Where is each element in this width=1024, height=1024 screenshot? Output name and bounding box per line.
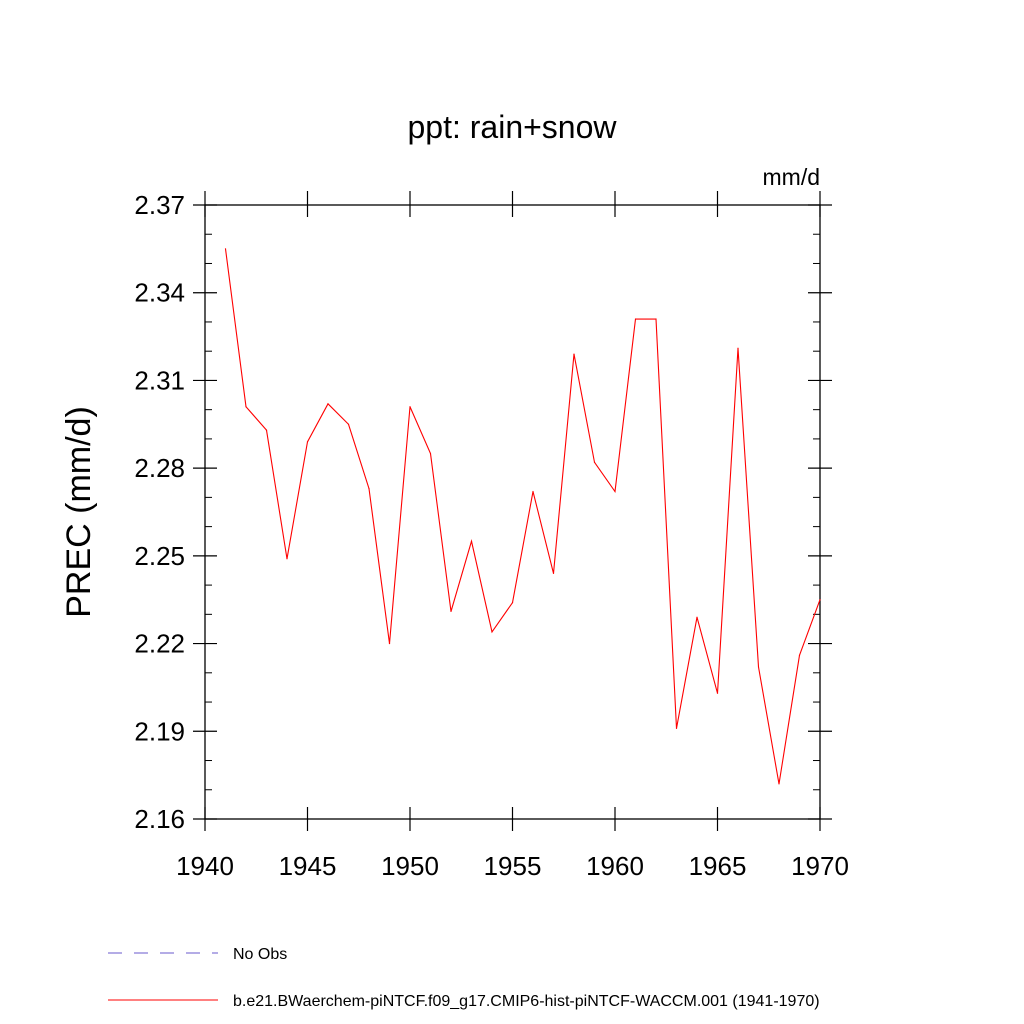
- y-axis-ticks: 2.16 2.19 2.22 2.25 2.28 2.31 2.34 2.37: [134, 190, 832, 834]
- y-tick-label: 2.25: [134, 541, 185, 571]
- data-point: [429, 452, 432, 455]
- x-tick-label: 1950: [381, 851, 439, 881]
- data-point: [757, 666, 760, 668]
- data-point: [532, 490, 534, 493]
- series-line: [224, 248, 821, 785]
- y-axis-label: PREC (mm/d): [60, 406, 98, 618]
- x-tick-label: 1945: [279, 851, 337, 881]
- data-point: [696, 616, 698, 618]
- data-point: [675, 727, 678, 729]
- y-tick-label: 2.28: [134, 453, 185, 483]
- data-point: [347, 423, 350, 425]
- data-point: [491, 631, 493, 633]
- x-tick-label: 1970: [791, 851, 849, 881]
- data-point: [286, 558, 288, 560]
- data-point: [614, 490, 616, 493]
- data-point: [511, 602, 514, 604]
- x-tick-label: 1960: [586, 851, 644, 881]
- x-axis-ticks: 1940 1945 1950 1955 1960 1965 1970: [176, 191, 849, 881]
- data-point: [327, 403, 329, 405]
- y-tick-label: 2.22: [134, 629, 185, 659]
- data-point: [224, 248, 227, 250]
- data-point: [409, 406, 411, 408]
- data-point: [778, 783, 780, 785]
- units-label: mm/d: [763, 164, 821, 190]
- series-group: [224, 248, 821, 785]
- data-point: [716, 692, 719, 694]
- x-tick-label: 1955: [484, 851, 542, 881]
- data-point: [737, 347, 739, 349]
- data-point: [819, 599, 821, 601]
- x-tick-label: 1940: [176, 851, 234, 881]
- data-point: [388, 642, 391, 645]
- data-point: [368, 488, 370, 490]
- data-point: [245, 406, 247, 408]
- data-point: [593, 461, 596, 463]
- legend-label-model: b.e21.BWaerchem-piNTCF.f09_g17.CMIP6-his…: [233, 993, 820, 1010]
- chart-title: ppt: rain+snow: [407, 109, 617, 145]
- data-point: [573, 353, 575, 355]
- data-point: [470, 540, 473, 542]
- data-point: [655, 318, 657, 320]
- data-point: [552, 572, 555, 575]
- y-tick-label: 2.37: [134, 190, 185, 220]
- y-tick-label: 2.34: [134, 278, 185, 308]
- legend: No Obs b.e21.BWaerchem-piNTCF.f09_g17.CM…: [108, 946, 820, 1010]
- data-point: [798, 654, 801, 656]
- y-tick-label: 2.19: [134, 716, 185, 746]
- y-tick-label: 2.16: [134, 804, 185, 834]
- data-point: [634, 318, 637, 320]
- data-point: [265, 429, 268, 431]
- legend-label-no-obs: No Obs: [233, 946, 287, 963]
- y-tick-label: 2.31: [134, 365, 185, 395]
- data-point: [450, 610, 452, 613]
- data-point: [306, 441, 309, 443]
- x-tick-label: 1965: [689, 851, 747, 881]
